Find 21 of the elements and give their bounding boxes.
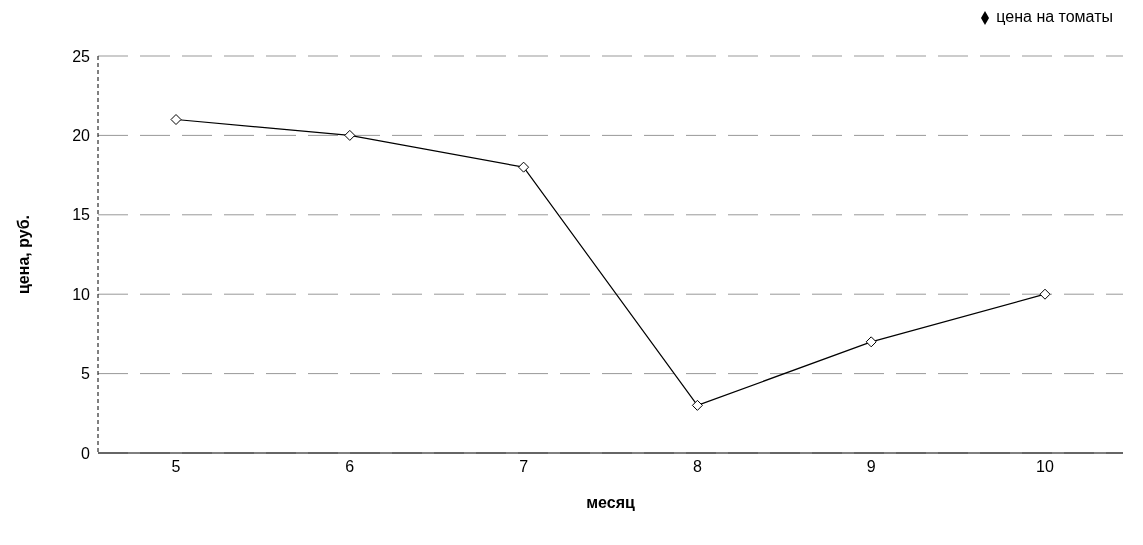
x-tick-label: 9	[866, 458, 876, 476]
x-tick-label: 10	[1036, 458, 1054, 476]
y-axis-title: цена, руб.	[14, 215, 32, 294]
y-tick-label: 0	[81, 444, 91, 462]
point	[170, 114, 182, 126]
y-tick-label: 20	[72, 127, 91, 145]
y-tick-label: 10	[72, 285, 91, 303]
point	[691, 399, 703, 411]
x-tick-label: 6	[345, 458, 355, 476]
x-tick-label: 8	[692, 458, 702, 476]
y-tick-label: 5	[81, 365, 91, 383]
point	[344, 129, 356, 141]
y-tick-label: 25	[72, 47, 91, 65]
x-tick-label: 7	[519, 458, 529, 476]
y-tick-label: 15	[72, 206, 91, 224]
x-tick-label: 5	[171, 458, 181, 476]
point	[865, 336, 877, 348]
x-axis-title: месяц	[586, 494, 635, 511]
point	[518, 161, 530, 173]
legend-label: цена на томаты	[996, 8, 1113, 25]
point	[1039, 288, 1051, 300]
